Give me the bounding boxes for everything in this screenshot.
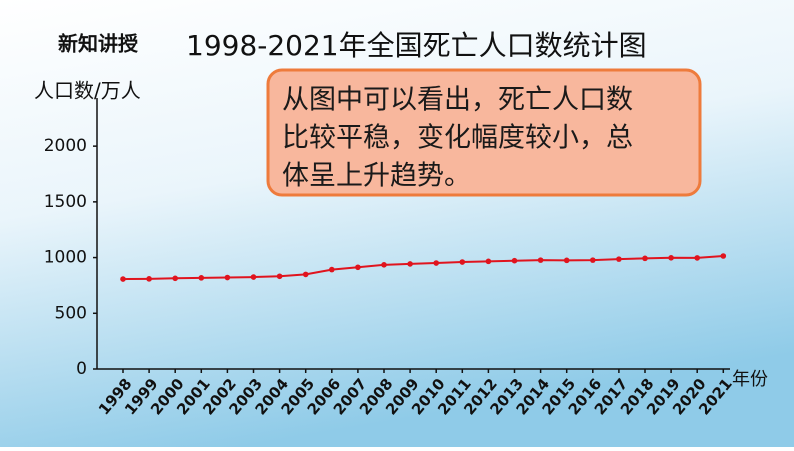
callout-box (266, 68, 702, 197)
data-point (172, 275, 178, 282)
data-point (276, 273, 283, 280)
data-point (537, 257, 544, 263)
callout-line: 体呈上升趋势。 (282, 161, 471, 192)
data-point (720, 253, 727, 259)
data-point (590, 257, 596, 263)
y-tick-label: 500 (55, 303, 87, 323)
data-point (329, 266, 335, 273)
data-point (642, 255, 648, 262)
data-point (485, 258, 492, 265)
callout-line: 从图中可以看出，死亡人口数 (282, 85, 633, 116)
data-point (250, 274, 257, 280)
data-point (355, 264, 361, 271)
chart-title: 1998-2021年全国死亡人口数统计图 (186, 29, 647, 62)
data-point (224, 274, 231, 281)
y-tick-label: 1000 (44, 248, 87, 268)
data-point (433, 260, 440, 266)
data-point (616, 256, 622, 262)
y-tick-label: 1500 (44, 192, 87, 212)
data-point (694, 255, 700, 261)
data-point (302, 271, 309, 278)
data-point (120, 276, 126, 282)
y-tick-label: 2000 (44, 136, 87, 156)
data-point (381, 262, 387, 268)
callout-line: 比较平稳，变化幅度较小，总 (282, 123, 633, 154)
data-point (146, 276, 152, 282)
y-tick-label: 0 (76, 359, 87, 379)
data-point (459, 259, 466, 265)
y-axis-label: 人口数/万人 (34, 79, 141, 103)
section-label: 新知讲授 (58, 32, 139, 56)
data-point (198, 275, 205, 281)
data-point (668, 254, 674, 261)
data-line (122, 255, 724, 281)
data-point (563, 257, 570, 264)
x-axis-label: 年份 (732, 369, 768, 390)
data-point (407, 261, 413, 267)
data-point (511, 257, 518, 264)
